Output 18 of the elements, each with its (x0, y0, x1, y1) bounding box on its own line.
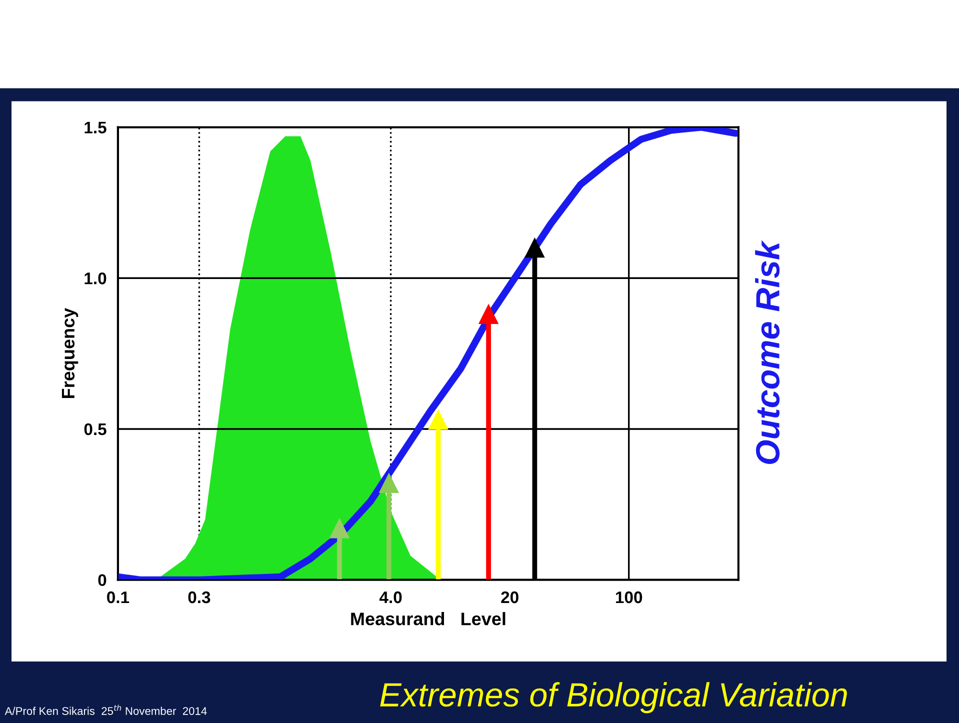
x-tick-label: 0.3 (188, 591, 210, 604)
y-axis-title: Frequency (62, 308, 78, 398)
x-tick-label: 4.0 (379, 591, 402, 604)
point (428, 410, 448, 430)
x-axis-title: Measurand Level (351, 612, 506, 626)
y-tick-label: 1.5 (84, 122, 106, 134)
y2-axis-title: Outcome Risk (755, 240, 780, 464)
point (330, 518, 350, 538)
text: Extremes of Biological Variation (380, 682, 847, 714)
text: A/Prof Ken Sikaris 25$^{th}$ November 2014 (4, 704, 207, 715)
y-tick-label: 1.0 (84, 272, 106, 284)
x-tick-label: 100 (616, 591, 642, 604)
y-tick-label: 0.5 (84, 423, 106, 436)
point (379, 474, 399, 494)
x-tick-label: 0.1 (107, 591, 130, 604)
x-tick-label: 20 (501, 591, 518, 604)
y-tick-label: 0 (98, 574, 106, 586)
point (478, 304, 498, 324)
